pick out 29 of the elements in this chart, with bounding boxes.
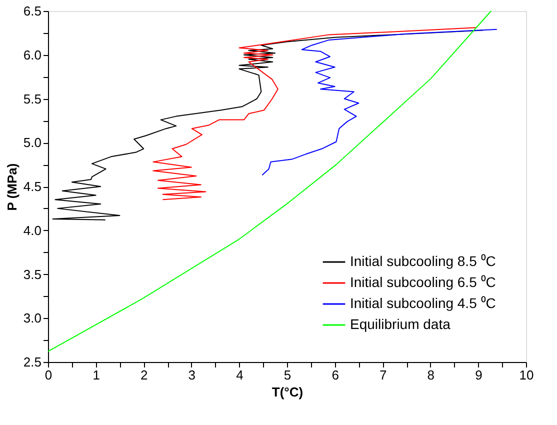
x-tick-label: 7 — [379, 368, 387, 382]
legend-label: Equilibrium data — [350, 316, 451, 332]
x-axis-title: T(°C) — [272, 384, 304, 400]
legend-label: Initial subcooling 6.5 ⁰C — [350, 274, 496, 290]
line-series — [262, 28, 498, 176]
x-tick-label: 6 — [332, 368, 339, 382]
x-tick-label: 10 — [519, 368, 534, 382]
y-tick-label: 3.0 — [23, 310, 42, 326]
y-tick-label: 6.5 — [23, 4, 42, 18]
y-tick-label: 5.5 — [23, 91, 42, 106]
y-tick-label: 6.0 — [23, 47, 42, 62]
x-tick-label: 0 — [44, 368, 52, 382]
y-tick-label: 3.5 — [23, 266, 42, 282]
y-tick-label: 5.0 — [23, 135, 42, 150]
x-tick-label: 5 — [284, 368, 292, 382]
x-tick-label: 3 — [188, 368, 196, 382]
y-tick-label: 4.5 — [23, 179, 42, 194]
legend-label: Initial subcooling 4.5 ⁰C — [350, 295, 496, 311]
x-tick-label: 2 — [140, 368, 148, 382]
legend-label: Initial subcooling 8.5 ⁰C — [350, 253, 496, 269]
y-axis-title: P (MPa) — [4, 163, 20, 211]
y-tick-label: 4.0 — [23, 222, 42, 238]
line-series — [52, 30, 484, 220]
line-series — [152, 27, 476, 200]
x-tick-label: 8 — [427, 368, 435, 382]
x-tick-label: 1 — [92, 368, 100, 382]
x-tick-label: 4 — [236, 368, 244, 382]
x-tick-label: 9 — [475, 368, 482, 382]
y-tick-label: 2.5 — [23, 354, 42, 370]
